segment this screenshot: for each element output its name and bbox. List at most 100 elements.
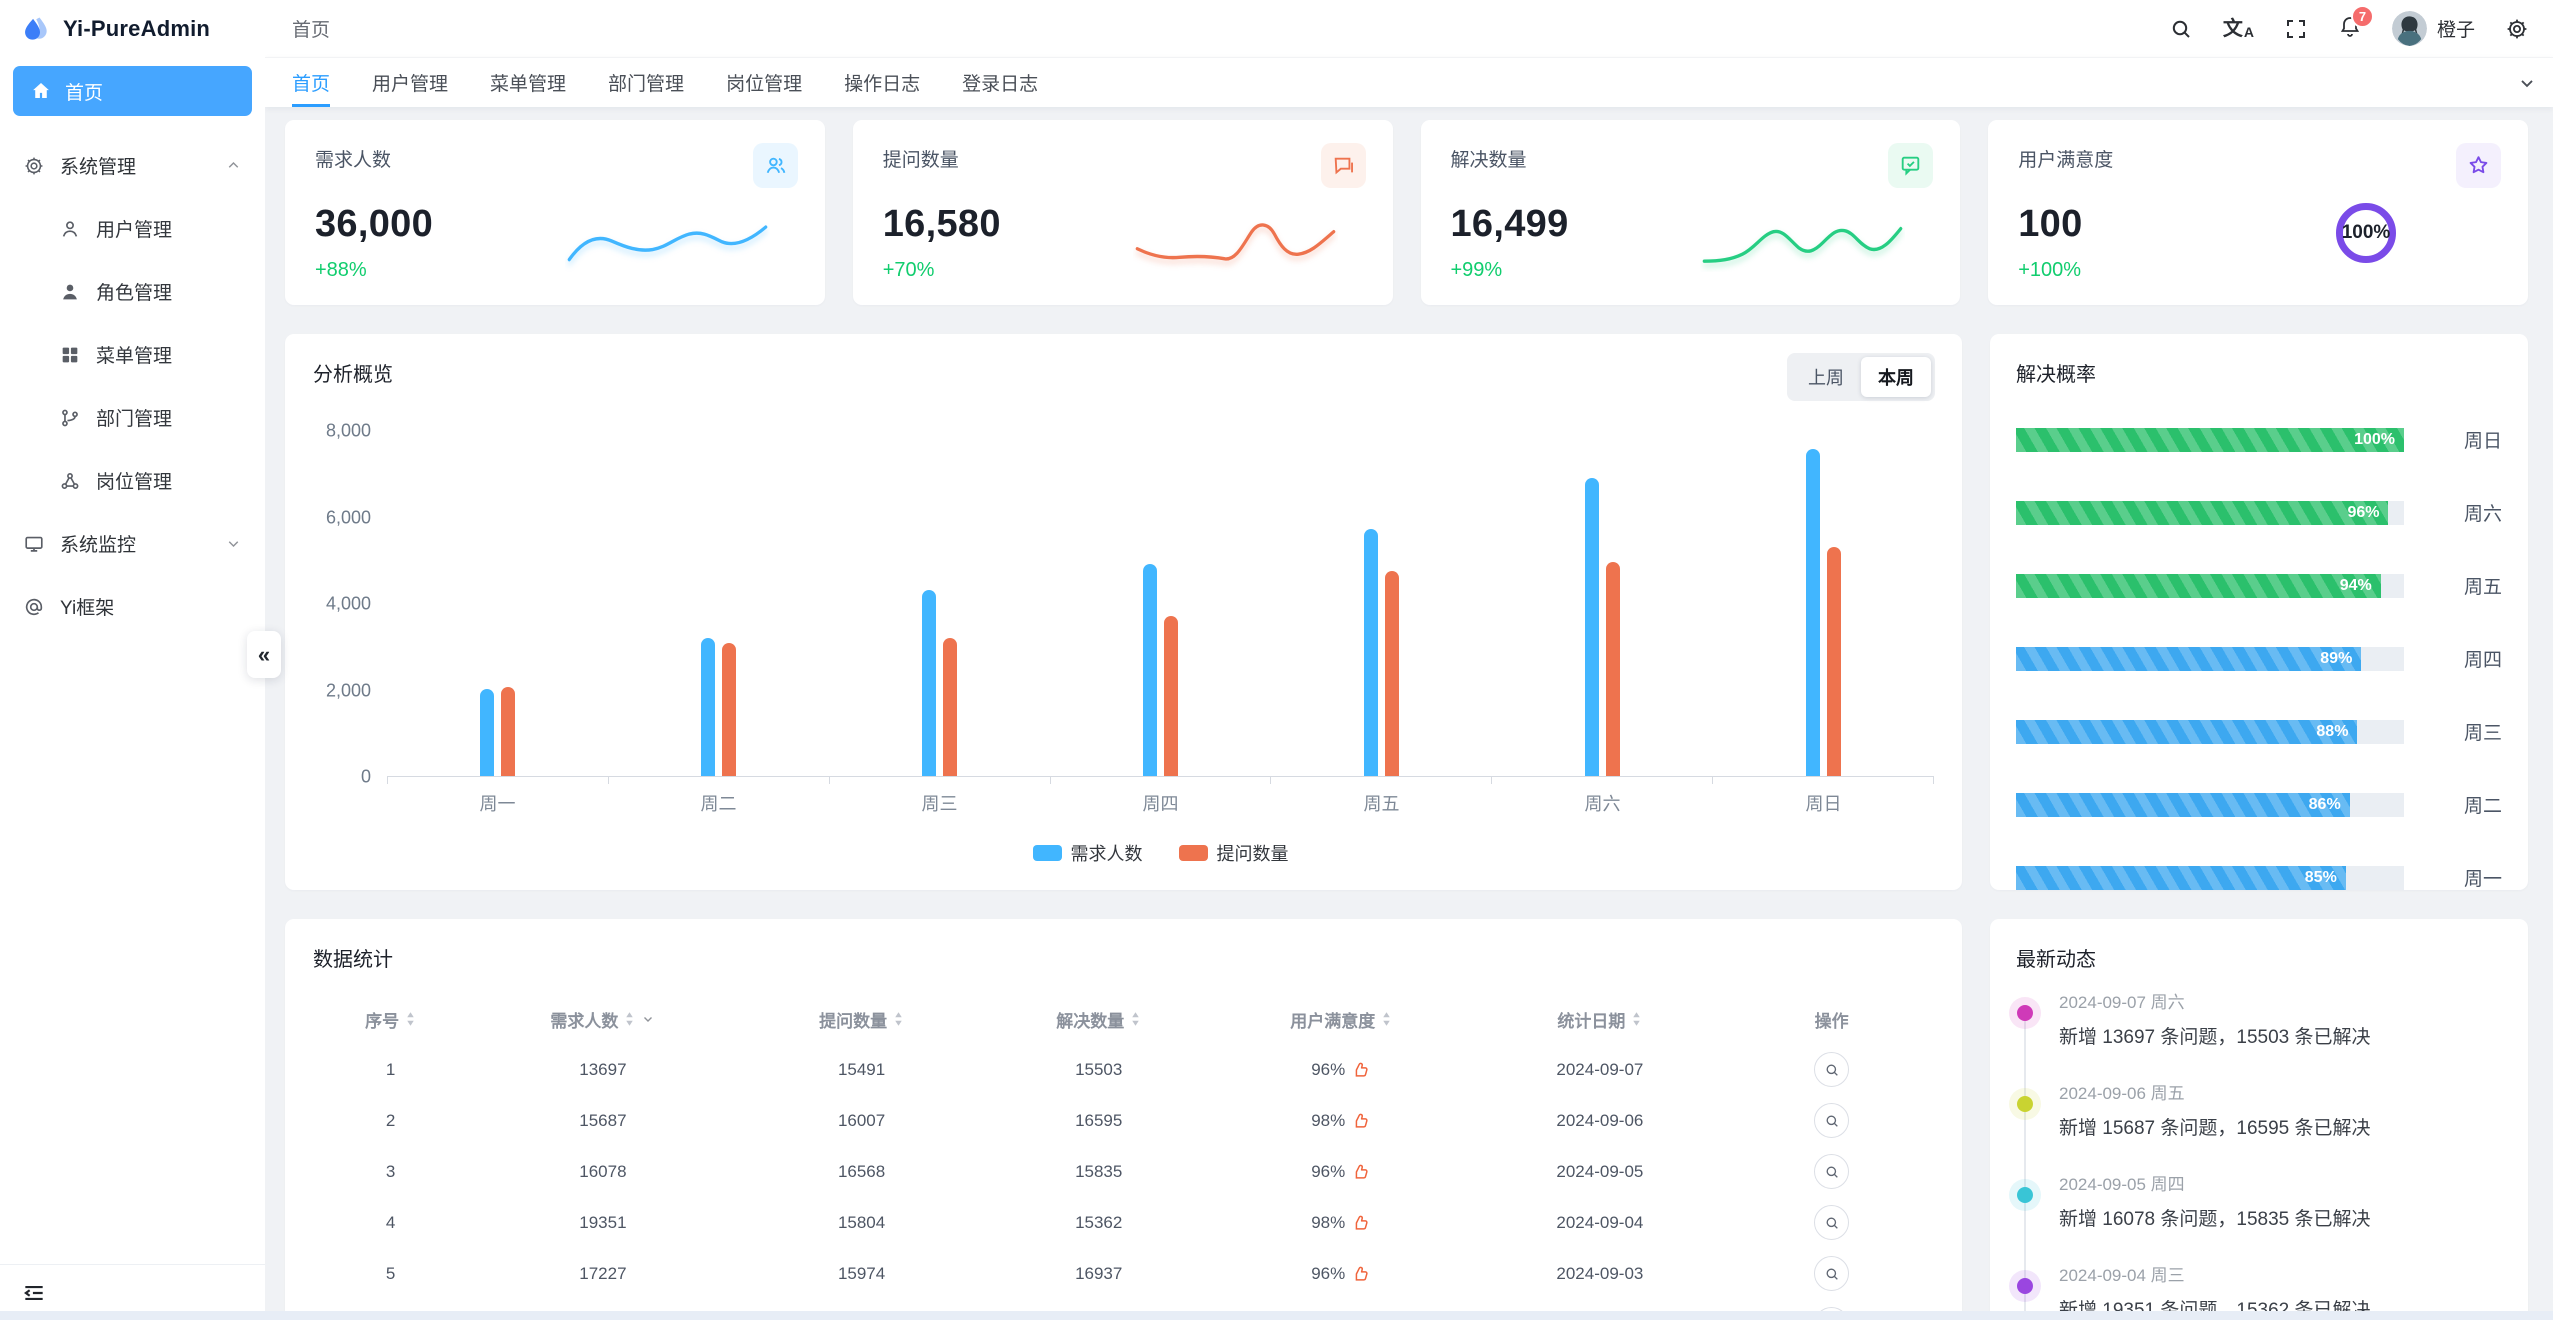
progress-fill: 89% (2016, 646, 2362, 671)
middle-row: 分析概览 上周 本周 8,000 6,000 4,000 2,000 0 周一 周二 周三 周四… (285, 334, 2528, 890)
x-axis-label: 周二 (700, 794, 737, 814)
tabs-chevron-down-icon[interactable] (2517, 73, 2537, 93)
y-axis: 8,000 6,000 4,000 2,000 0 (313, 421, 371, 787)
chat-icon (1331, 153, 1356, 178)
stat-card-icon-badge (1320, 143, 1366, 188)
bar-group-周六 (1585, 478, 1620, 776)
magnifier-icon (1824, 1062, 1840, 1078)
table-header-row: 序号 需求人数 提问数量 解决数量 用户满意度 统计日期 操作 (313, 994, 1934, 1044)
stat-card-delta: +99% (1450, 259, 1503, 281)
table-row: 3 16078 16568 15835 96% 2024-09-05 (313, 1146, 1934, 1197)
table-title: 数据统计 (313, 949, 393, 971)
column-header-用户满意度[interactable]: 用户满意度 (1212, 1007, 1471, 1032)
progress-track: 100% (2016, 427, 2404, 452)
table-cell: 15687 (579, 1110, 627, 1130)
bar-需求人数 (922, 590, 936, 776)
chart-legend: 需求人数 提问数量 (387, 840, 1934, 866)
sidebar-collapse-button[interactable]: « (247, 631, 281, 678)
solve-row-周六: 96% 周六 (2016, 499, 2502, 526)
sidebar-item-岗位管理[interactable]: 岗位管理 (0, 449, 265, 512)
column-header-解决数量[interactable]: 解决数量 (986, 1007, 1212, 1032)
column-header-提问数量[interactable]: 提问数量 (738, 1007, 986, 1032)
table-cell: 16007 (837, 1110, 886, 1130)
search-icon[interactable] (2169, 17, 2193, 41)
sidebar-item-系统监控[interactable]: 系统监控 (0, 512, 265, 575)
sidebar-item-部门管理[interactable]: 部门管理 (0, 386, 265, 449)
tab-用户管理[interactable]: 用户管理 (372, 74, 449, 95)
solve-row-周四: 89% 周四 (2016, 645, 2502, 672)
horizontal-scrollbar[interactable] (0, 1311, 2553, 1320)
action-cell (1729, 1052, 1934, 1087)
menu-fold-icon[interactable] (21, 1280, 47, 1306)
tab-登录日志[interactable]: 登录日志 (962, 74, 1039, 95)
branch-icon (59, 407, 81, 429)
toggle-上周[interactable]: 上周 (1808, 368, 1844, 388)
legend-item-提问数量[interactable]: 提问数量 (1178, 840, 1289, 866)
row-detail-button[interactable] (1814, 1154, 1850, 1189)
column-header-需求人数[interactable]: 需求人数 (468, 1007, 737, 1032)
table-row: 1 13697 15491 15503 96% 2024-09-07 (313, 1044, 1934, 1095)
tab-首页[interactable]: 首页 (292, 58, 331, 107)
sparkline-blue (565, 210, 770, 272)
x-axis-label: 周三 (921, 794, 958, 814)
column-header-统计日期[interactable]: 统计日期 (1471, 1007, 1730, 1032)
data-table: 序号 需求人数 提问数量 解决数量 用户满意度 统计日期 操作 1 13697 15491 1550… (313, 994, 1934, 1320)
satisfaction-ring: 100% (2336, 203, 2396, 263)
row-detail-button[interactable] (1814, 1205, 1850, 1240)
app-title: Yi-PureAdmin (63, 15, 211, 41)
bottom-row: 数据统计 序号 需求人数 提问数量 解决数量 用户满意度 统计日期 操作 1 13697 1549… (285, 919, 2528, 1320)
logo-row[interactable]: Yi-PureAdmin (0, 0, 265, 57)
notifications-button[interactable]: 7 (2338, 5, 2374, 43)
sidebar: Yi-PureAdmin 首页 系统管理 用户管理角色管理菜单管理 部门管理 岗位管理… (0, 0, 265, 1320)
stat-card-用户满意度: 用户满意度 100 +100% 100% (1988, 120, 2528, 305)
bar-提问数量 (501, 687, 515, 776)
tab-岗位管理[interactable]: 岗位管理 (726, 74, 803, 95)
toggle-本周[interactable]: 本周 (1861, 357, 1931, 397)
sidebar-item-用户管理[interactable]: 用户管理 (0, 197, 265, 260)
tab-bar: 首页 用户管理 菜单管理 部门管理 岗位管理 操作日志 登录日志 (265, 57, 2553, 107)
row-detail-button[interactable] (1814, 1103, 1850, 1138)
sidebar-item-Yi框架[interactable]: Yi框架 (0, 575, 265, 638)
table-cell: 15491 (837, 1059, 886, 1079)
data-statistics-card: 数据统计 序号 需求人数 提问数量 解决数量 用户满意度 统计日期 操作 1 13697 1549… (285, 919, 1962, 1320)
bar-需求人数 (480, 689, 494, 776)
row-detail-button[interactable] (1814, 1052, 1850, 1087)
sidebar-item-home[interactable]: 首页 (13, 66, 252, 116)
fullscreen-icon[interactable] (2284, 17, 2308, 41)
table-cell: 15804 (837, 1212, 886, 1232)
stat-card-icon-badge (2456, 143, 2501, 188)
sidebar-item-系统管理[interactable]: 系统管理 (0, 134, 265, 197)
tab-菜单管理[interactable]: 菜单管理 (490, 74, 567, 95)
bar-提问数量 (1606, 562, 1620, 776)
sidebar-footer (0, 1264, 265, 1320)
sidebar-item-菜单管理[interactable]: 菜单管理 (0, 323, 265, 386)
progress-track: 86% (2016, 792, 2404, 817)
tab-部门管理[interactable]: 部门管理 (608, 74, 685, 95)
table-cell: 16078 (579, 1161, 627, 1181)
legend-item-需求人数[interactable]: 需求人数 (1032, 840, 1143, 866)
action-cell (1729, 1205, 1934, 1240)
progress-fill: 85% (2016, 865, 2346, 890)
column-header-label: 用户满意度 (1290, 1011, 1376, 1031)
tab-操作日志[interactable]: 操作日志 (844, 74, 921, 95)
timeline-entry: 2024-09-06 周五 新增 15687 条问题，16595 条已解决 (2016, 1079, 2502, 1140)
timeline-date: 2024-09-07 周六 (2059, 993, 2185, 1012)
table-cell: 17227 (579, 1263, 627, 1283)
date-cell: 2024-09-04 (1556, 1212, 1644, 1232)
bar-提问数量 (1827, 547, 1841, 776)
bar-group-周四 (1143, 564, 1178, 776)
column-header-序号[interactable]: 序号 (313, 1007, 468, 1032)
star-icon (2466, 153, 2491, 178)
timeline-text: 新增 13697 条问题，15503 条已解决 (2059, 1027, 2371, 1048)
progress-track: 89% (2016, 646, 2404, 671)
timeline-list: 2024-09-07 周六新增 13697 条问题，15503 条已解决 2024… (2016, 988, 2502, 1320)
sidebar-item-角色管理[interactable]: 角色管理 (0, 260, 265, 323)
table-row: 5 17227 15974 16937 96% 2024-09-03 (313, 1248, 1934, 1299)
user-menu[interactable]: 橙子 (2391, 11, 2475, 46)
breadcrumb: 首页 (292, 20, 331, 41)
settings-gear-icon[interactable] (2505, 17, 2529, 41)
sidebar-item-label: 角色管理 (96, 283, 173, 304)
row-detail-button[interactable] (1814, 1256, 1850, 1291)
